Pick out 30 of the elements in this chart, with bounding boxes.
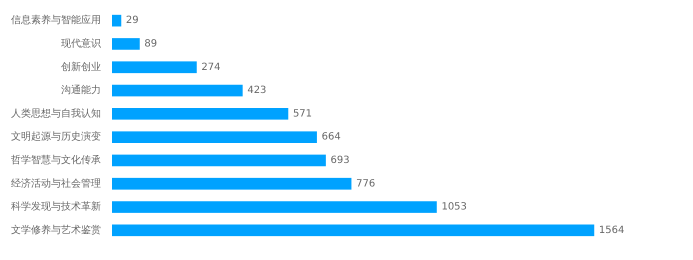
bar [112,84,243,96]
y-tick-label: 经济活动与社会管理 [11,177,101,190]
data-label: 89 [144,38,158,50]
bar [112,224,594,236]
y-tick-label: 现代意识 [61,38,101,50]
y-tick-label: 沟通能力 [61,84,101,96]
data-label: 29 [126,15,139,26]
data-label: 423 [247,85,266,96]
data-label: 1564 [598,224,624,236]
y-tick-label: 科学发现与技术革新 [11,200,101,213]
data-label: 776 [356,178,376,190]
bar [112,14,122,26]
data-label: 1053 [441,202,467,213]
y-tick-label: 人类思想与自我认知 [11,107,101,120]
y-tick-label: 信息素养与智能应用 [11,14,101,26]
bar [112,131,317,143]
data-label: 693 [330,155,350,166]
data-label: 274 [201,62,221,73]
y-tick-label: 创新创业 [61,60,101,73]
bar [112,38,140,50]
bar [112,108,288,120]
bar [112,61,197,74]
y-tick-label: 哲学智慧与文化传承 [11,154,101,166]
data-label: 571 [292,108,312,120]
y-tick-label: 文学修养与艺术鉴赏 [11,224,101,236]
bar [112,178,352,190]
data-label: 664 [322,132,341,143]
bar [112,201,437,213]
bar [112,154,326,166]
y-tick-label: 文明起源与历史演变 [11,130,101,143]
